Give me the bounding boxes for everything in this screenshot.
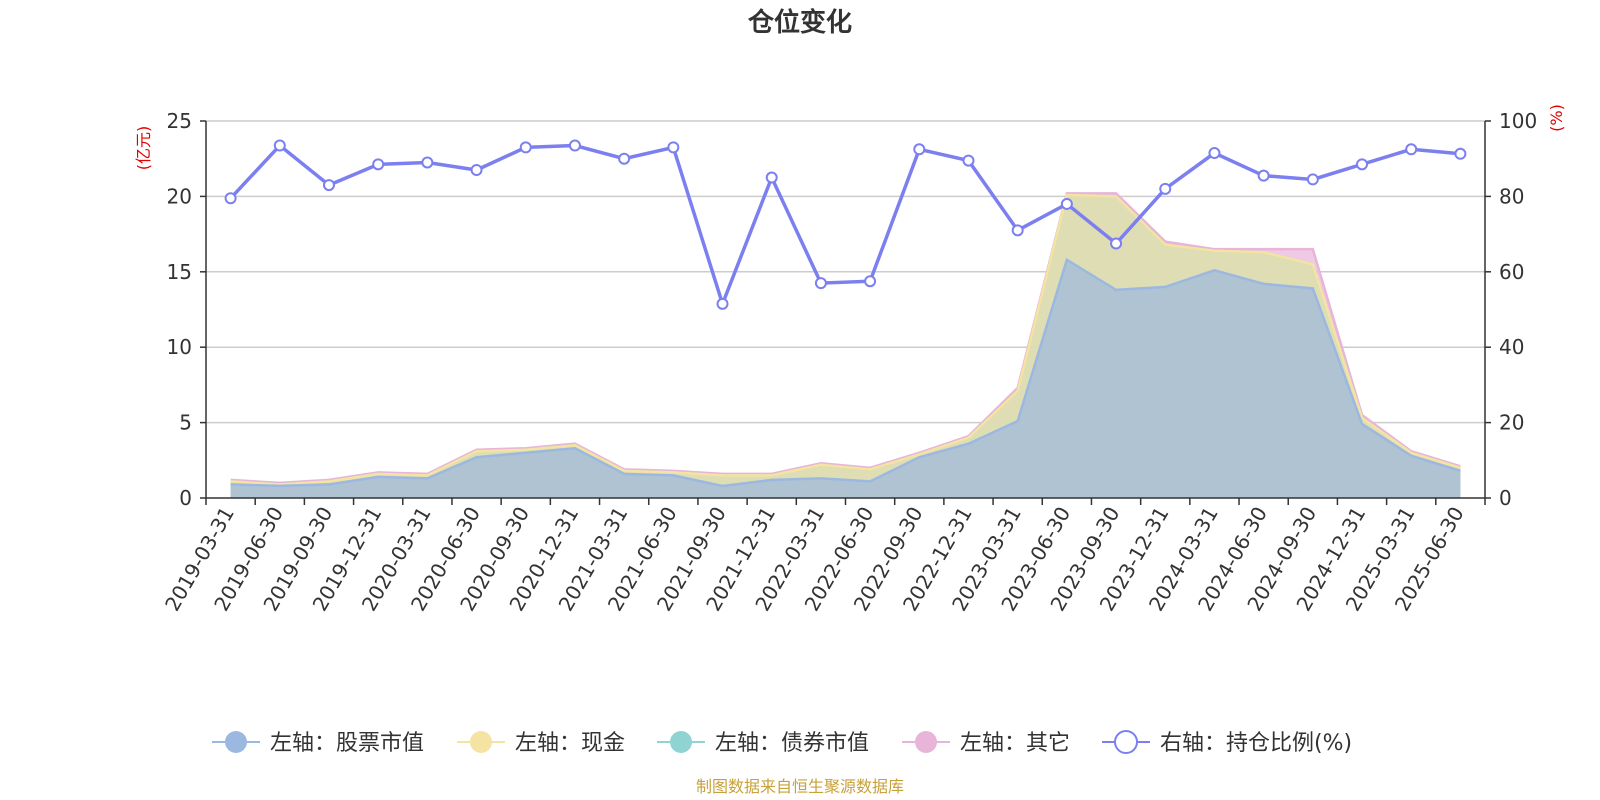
- legend-marker: [225, 731, 247, 753]
- ratio-point: [765, 171, 778, 184]
- right-axis-unit: (%): [1547, 104, 1566, 132]
- area-3-line: [230, 192, 1461, 485]
- ratio-point: [1011, 224, 1024, 237]
- left-tick-label: 15: [167, 260, 192, 284]
- ratio-point: [421, 156, 434, 169]
- ratio-point: [1208, 147, 1221, 160]
- legend-marker: [670, 731, 692, 753]
- legend-item: 左轴：股票市值: [212, 731, 424, 756]
- ratio-point: [667, 141, 680, 154]
- ratio-point: [372, 158, 385, 171]
- legend-marker: [470, 731, 492, 753]
- ratio-point: [519, 141, 532, 154]
- ratio-point: [568, 139, 581, 152]
- area-0: [230, 259, 1461, 498]
- area-1-line: [230, 193, 1461, 486]
- ratio-point: [814, 277, 827, 290]
- ratio-point: [1257, 169, 1270, 182]
- right-tick-label: 100: [1499, 109, 1537, 133]
- legend-item: 左轴：其它: [902, 731, 1070, 756]
- stacked-areas: [230, 192, 1461, 498]
- legend-label: 左轴：现金: [515, 731, 625, 756]
- ratio-point: [716, 297, 729, 310]
- ratio-point: [1306, 173, 1319, 186]
- ratio-point: [962, 154, 975, 167]
- left-tick-label: 10: [167, 335, 192, 359]
- left-tick-label: 20: [167, 184, 192, 208]
- x-axis-ticks: 2019-03-312019-06-302019-09-302019-12-31…: [160, 498, 1486, 615]
- left-axis-ticks: 0 5 10 15 20 25: [167, 109, 206, 510]
- right-tick-label: 0: [1499, 486, 1512, 510]
- left-tick-label: 0: [179, 486, 192, 510]
- legend-item: 左轴：债券市值: [657, 731, 869, 756]
- left-tick-label: 5: [179, 411, 192, 435]
- legend-label: 左轴：股票市值: [270, 731, 424, 756]
- right-tick-label: 40: [1499, 335, 1524, 359]
- holding-ratio-line: [224, 139, 1467, 310]
- ratio-point: [864, 275, 877, 288]
- right-axis-ticks: 0 20 40 60 80 100: [1485, 109, 1537, 510]
- ratio-point: [913, 143, 926, 156]
- ratio-point: [618, 152, 631, 165]
- ratio-line: [229, 143, 1461, 310]
- area-0-line: [230, 257, 1461, 488]
- ratio-point: [1454, 147, 1467, 160]
- ratio-point: [470, 164, 483, 177]
- ratio-point: [224, 192, 237, 205]
- ratio-point: [1159, 182, 1172, 195]
- legend-item: 左轴：现金: [457, 731, 625, 756]
- right-tick-label: 80: [1499, 184, 1524, 208]
- right-tick-label: 60: [1499, 260, 1524, 284]
- legend-marker: [915, 731, 937, 753]
- ratio-point: [1060, 197, 1073, 210]
- legend-label: 右轴：持仓比例(%): [1160, 731, 1352, 756]
- ratio-point: [1110, 237, 1123, 250]
- legend-marker: [1114, 730, 1138, 754]
- left-tick-label: 25: [167, 109, 192, 133]
- right-tick-label: 20: [1499, 411, 1524, 435]
- ratio-point: [322, 179, 335, 192]
- ratio-point: [273, 139, 286, 152]
- ratio-point: [1356, 158, 1369, 171]
- source-note: 制图数据来自恒生聚源数据库: [696, 777, 904, 796]
- legend: 左轴：股票市值 左轴：现金 左轴：债券市值 左轴：其它 右轴：持仓比例(%): [212, 730, 1352, 756]
- legend-item: 右轴：持仓比例(%): [1102, 730, 1352, 756]
- chart-title: 仓位变化: [747, 7, 852, 38]
- legend-label: 左轴：其它: [960, 731, 1070, 756]
- legend-label: 左轴：债券市值: [715, 731, 869, 756]
- ratio-point: [1405, 143, 1418, 156]
- left-axis-unit: (亿元): [134, 126, 153, 171]
